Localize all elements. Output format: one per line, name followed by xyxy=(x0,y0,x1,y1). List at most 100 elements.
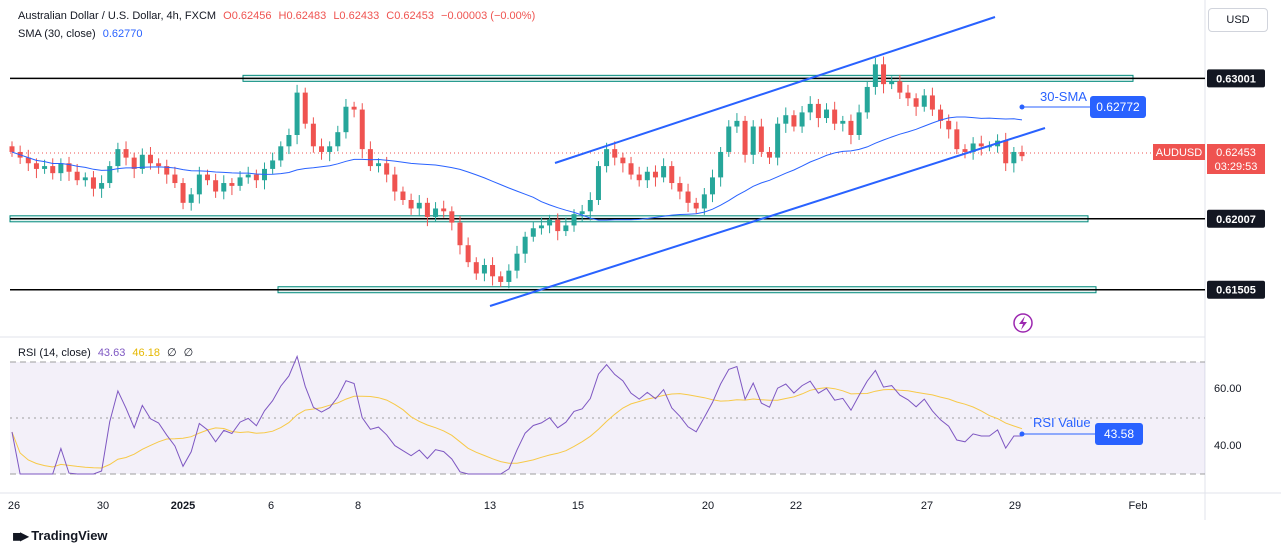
candle-body xyxy=(661,166,667,178)
candle-body xyxy=(514,253,520,271)
rsi-callout-value: 43.58 xyxy=(1104,427,1134,441)
rsi-tick-60: 60.00 xyxy=(1214,383,1242,395)
candle-body xyxy=(367,149,373,167)
candle-body xyxy=(872,64,878,87)
candle-body xyxy=(938,109,944,121)
candle-body xyxy=(50,166,56,174)
candle-body xyxy=(881,64,887,85)
candle-body xyxy=(245,174,251,178)
last-price-value: 0.62453 xyxy=(1216,147,1256,159)
candle-body xyxy=(172,174,178,184)
candle-body xyxy=(9,146,15,152)
candle-body xyxy=(123,149,129,158)
candle-body xyxy=(107,166,113,184)
candle-body xyxy=(791,115,797,127)
candle-body xyxy=(563,225,569,232)
candle-body xyxy=(115,149,121,167)
candle-body xyxy=(864,86,870,113)
rsi-legend: RSI (14, close) 43.63 46.18 ∅ ∅ xyxy=(18,346,197,359)
event-lightning-icon[interactable] xyxy=(1013,313,1033,333)
time-axis-label: 22 xyxy=(790,500,802,512)
candle-body xyxy=(571,214,577,226)
candle-body xyxy=(954,129,960,150)
sma-callout-label: 30-SMA xyxy=(1040,89,1087,104)
candle-body xyxy=(449,211,455,223)
candle-body xyxy=(897,81,903,93)
channel-lower-line xyxy=(489,127,1046,307)
candle-body xyxy=(628,163,634,175)
candle-body xyxy=(253,174,259,181)
candle-body xyxy=(42,166,48,169)
candle-body xyxy=(490,265,496,277)
rsi-tick-40: 40.00 xyxy=(1214,440,1242,452)
candle-body xyxy=(921,95,927,107)
candle-body xyxy=(579,211,585,215)
countdown-value: 03:29:53 xyxy=(1215,161,1258,173)
rsi-line xyxy=(11,354,1022,475)
sma-callout-dot xyxy=(1019,104,1025,110)
time-axis-label: 20 xyxy=(702,500,714,512)
time-axis-label: 27 xyxy=(921,500,933,512)
candle-body xyxy=(131,157,137,169)
candle-body xyxy=(848,120,854,135)
tradingview-logo[interactable]: ◼▶ TradingView xyxy=(12,528,108,543)
candle-body xyxy=(498,276,504,282)
candle-body xyxy=(180,183,186,203)
candle-body xyxy=(74,171,80,181)
sma-callout-box xyxy=(1090,96,1146,118)
sma-legend-label: SMA (30, close) xyxy=(18,28,96,40)
candle-body xyxy=(25,157,31,164)
candle-body xyxy=(970,143,976,152)
candle-body xyxy=(775,123,781,158)
candle-body xyxy=(99,183,105,189)
candle-body xyxy=(693,202,699,209)
candle-body xyxy=(286,135,292,147)
price-axis-tag xyxy=(1207,69,1265,88)
candle-body xyxy=(58,163,64,174)
tradingview-brand: TradingView xyxy=(31,528,108,543)
candle-body xyxy=(319,146,325,152)
candle-body xyxy=(196,174,202,195)
candle-body xyxy=(164,166,170,175)
candle-body xyxy=(424,202,430,217)
time-axis-label: 29 xyxy=(1009,500,1021,512)
candle-body xyxy=(270,160,276,169)
sma-legend-value: 0.62770 xyxy=(102,28,143,40)
candle-body xyxy=(82,177,88,181)
rsi-legend-extra1: ∅ xyxy=(167,347,177,359)
candle-body xyxy=(351,106,357,110)
candle-body xyxy=(522,236,528,254)
candle-body xyxy=(824,109,830,119)
candle-body xyxy=(709,177,715,195)
chart-title: Australian Dollar / U.S. Dollar, 4h, FXC… xyxy=(18,10,217,22)
candle-body xyxy=(978,143,984,147)
ohlc-open: O0.62456 xyxy=(223,10,272,22)
time-axis-label: 15 xyxy=(572,500,584,512)
sma-callout-value: 0.62772 xyxy=(1096,100,1140,114)
price-axis-label: 0.61505 xyxy=(1216,285,1256,297)
candle-body xyxy=(204,174,210,181)
candle-body xyxy=(441,208,447,212)
candle-body xyxy=(840,120,846,124)
main-legend: Australian Dollar / U.S. Dollar, 4h, FXC… xyxy=(18,10,539,22)
rsi-callout-dot xyxy=(1019,431,1025,437)
candle-body xyxy=(595,166,601,200)
tradingview-logo-icon: ◼▶ xyxy=(12,528,29,543)
event-lightning-glyph xyxy=(1019,316,1027,330)
candle-body xyxy=(530,228,536,237)
candle-body xyxy=(473,262,479,274)
currency-button[interactable]: USD xyxy=(1208,8,1268,32)
sma-line xyxy=(11,116,1023,221)
channel-upper-line xyxy=(554,16,996,164)
candle-body xyxy=(783,115,789,124)
symbol-tag xyxy=(1153,144,1205,160)
candle-body xyxy=(237,177,243,186)
candle-body xyxy=(726,126,732,152)
candle-body xyxy=(481,265,487,274)
time-axis-label: 8 xyxy=(355,500,361,512)
time-axis-label: 13 xyxy=(484,500,496,512)
time-axis-label: 30 xyxy=(97,500,109,512)
candle-body xyxy=(327,146,333,152)
candle-body xyxy=(677,183,683,192)
last-price-tag xyxy=(1207,144,1265,174)
